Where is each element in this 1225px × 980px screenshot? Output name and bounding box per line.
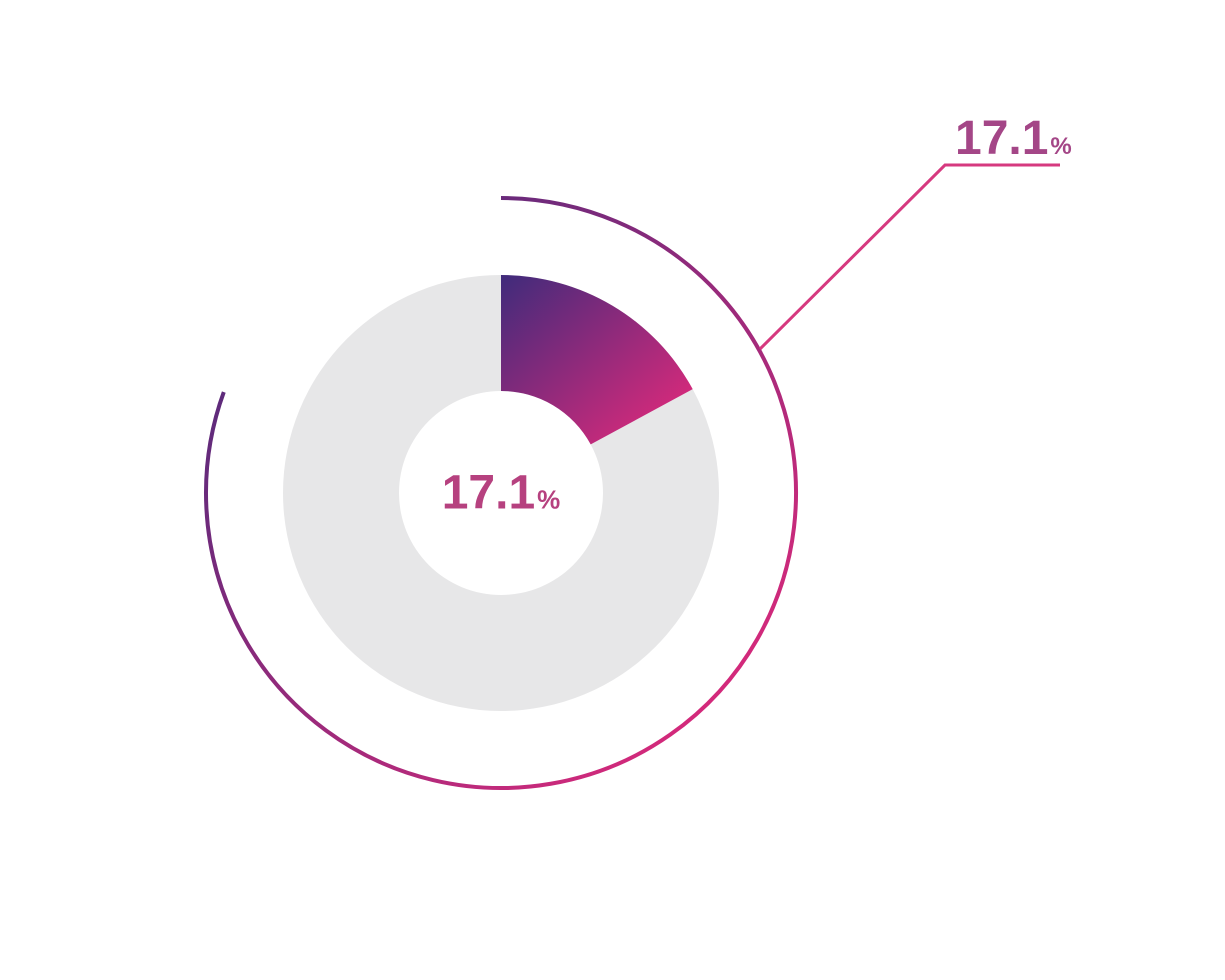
chart-stage: 17.1% 17.1% xyxy=(0,0,1225,980)
callout-percentage-sign: % xyxy=(1050,133,1071,160)
callout-percentage-number: 17.1 xyxy=(955,112,1048,165)
center-percentage-sign: % xyxy=(537,485,560,515)
center-percentage-label: 17.1% xyxy=(442,466,561,521)
callout-leader-line xyxy=(760,165,1060,349)
callout-percentage-label: 17.1% xyxy=(955,111,1072,166)
center-percentage-number: 17.1 xyxy=(442,467,535,520)
